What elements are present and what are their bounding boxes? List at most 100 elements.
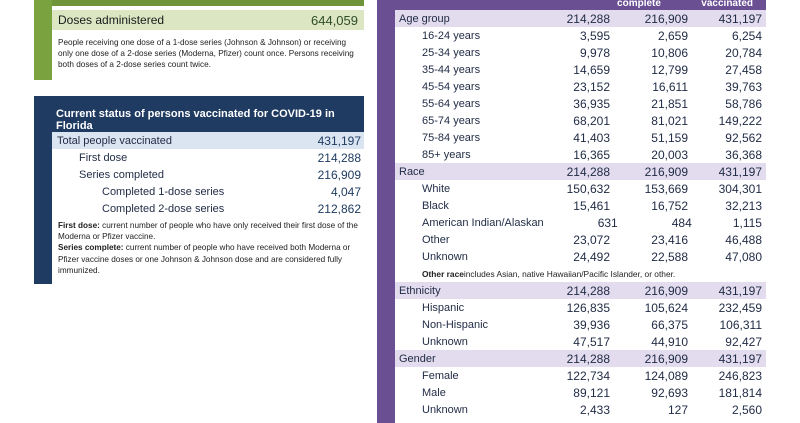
group-row-value: 431,197 [718,164,762,179]
table-row-value: 181,814 [718,385,762,400]
table-row-value: 2,560 [731,402,762,417]
group-row-label: Age group [399,12,450,25]
table-row-value: 106,311 [719,317,763,332]
table-row-value: 126,835 [566,300,610,315]
group-row-value: 216,909 [644,11,688,26]
group-row-value: 431,197 [718,11,762,26]
group-row-value: 214,288 [566,11,610,26]
table-row-value: 12,799 [651,62,688,77]
table-row: Black 15,461 16,752 32,213 [395,197,766,214]
table-row-value: 150,632 [566,181,610,196]
table-row-value: 23,416 [651,232,688,247]
table-row-value: 81,021 [651,113,688,128]
group-row-value: 214,288 [566,351,610,366]
table-row-value: 47,080 [725,249,762,264]
column-header-complete: complete [617,0,661,9]
table-row-value: 304,301 [718,181,762,196]
group-row: Ethnicity 214,288 216,909 431,197 [395,282,766,299]
table-row-value: 16,365 [573,147,610,162]
table-row-value: 36,935 [573,96,610,111]
table-row-value: 27,458 [725,62,762,77]
green-header-bar [52,0,364,6]
table-row: 16-24 years 3,595 2,659 6,254 [395,27,766,44]
table-row-label: Hispanic [422,301,465,314]
table-row-value: 47,517 [573,334,610,349]
status-row-label: Completed 2-dose series [102,202,225,215]
table-row-value: 41,403 [573,130,610,145]
group-row-value: 431,197 [718,283,762,298]
table-row-value: 39,763 [725,79,762,94]
table-row-label: 16-24 years [422,29,481,42]
status-row-value: 431,197 [317,133,361,148]
table-row: 85+ years 16,365 20,003 36,368 [395,146,766,163]
table-row-value: 20,003 [651,147,688,162]
table-row-label: 35-44 years [422,63,481,76]
table-row-value: 246,823 [718,368,762,383]
table-row: White 150,632 153,669 304,301 [395,180,766,197]
group-row-label: Race [399,165,425,178]
table-row-label: 65-74 years [422,114,481,127]
group-row-value: 216,909 [644,283,688,298]
table-row-value: 10,806 [651,45,688,60]
table-row-value: 24,492 [573,249,610,264]
status-row-1-dose-series: Completed 1-dose series 4,047 [52,183,364,200]
status-row-first-dose: First dose 214,288 [52,149,364,166]
table-row-label: Non-Hispanic [422,318,489,331]
status-row-label: Completed 1-dose series [102,185,225,198]
status-row-label: First dose [79,151,128,164]
group-row: Race 214,288 216,909 431,197 [395,163,766,180]
table-row-value: 9,978 [579,45,610,60]
group-row-label: Ethnicity [399,284,441,297]
table-row: American Indian/Alaskan 631 484 1,115 [395,214,766,231]
group-row-value: 214,288 [566,164,610,179]
group-row-value: 431,197 [718,351,762,366]
table-row: 25-34 years 9,978 10,806 20,784 [395,44,766,61]
table-row: Unknown 2,433 127 2,560 [395,401,766,418]
first-dose-definition: current number of people who have only r… [58,221,358,242]
status-panel-title: Current status of persons vaccinated for… [34,96,364,132]
table-row-value: 92,427 [725,334,762,349]
table-row-label: Male [422,386,446,399]
table-row-label: Unknown [422,403,468,416]
table-row-value: 89,121 [573,385,610,400]
table-row-label: 25-34 years [422,46,481,59]
group-row-value: 216,909 [644,351,688,366]
table-row-label: 45-54 years [422,80,481,93]
table-row-value: 122,734 [566,368,610,383]
table-row-value: 484 [671,215,692,230]
doses-administered-label: Doses administered [58,13,165,27]
status-row-value: 216,909 [317,167,361,182]
table-row-value: 39,936 [573,317,610,332]
table-row-value: 105,624 [644,300,688,315]
table-row-label: Black [422,199,449,212]
table-row: Female 122,734 124,089 246,823 [395,367,766,384]
table-row-value: 6,254 [731,28,762,43]
table-row-value: 22,588 [651,249,688,264]
series-complete-term: Series complete: [58,243,124,253]
first-dose-term: First dose: [58,221,100,230]
table-row: Other 23,072 23,416 46,488 [395,231,766,248]
table-row-value: 23,072 [573,232,610,247]
status-row-value: 4,047 [330,184,361,199]
table-row-value: 15,461 [573,198,610,213]
table-row-value: 124,089 [644,368,688,383]
table-row: 55-64 years 36,935 21,851 58,786 [395,95,766,112]
table-row-value: 51,159 [651,130,688,145]
status-row-total: Total people vaccinated 431,197 [52,132,364,149]
table-row-value: 66,375 [651,317,688,332]
table-row-value: 20,784 [725,45,762,60]
table-row-label: American Indian/Alaskan [422,216,544,229]
doses-administered-row: Doses administered 644,059 [52,10,364,30]
status-row-label: Series completed [79,168,164,181]
group-row-label: Gender [399,352,436,365]
table-row-value: 58,786 [725,96,762,111]
table-row-label: 55-64 years [422,97,481,110]
race-footnote-text: includes Asian, native Hawaiian/Pacific … [463,268,676,279]
table-row-value: 149,222 [718,113,762,128]
table-row-value: 23,152 [573,79,610,94]
doses-administered-value: 644,059 [311,12,358,28]
group-row: Age group 214,288 216,909 431,197 [395,10,766,27]
purple-accent-bar [377,0,395,423]
status-definitions-note: First dose: current number of people who… [58,220,362,276]
table-row: Unknown 24,492 22,588 47,080 [395,248,766,265]
